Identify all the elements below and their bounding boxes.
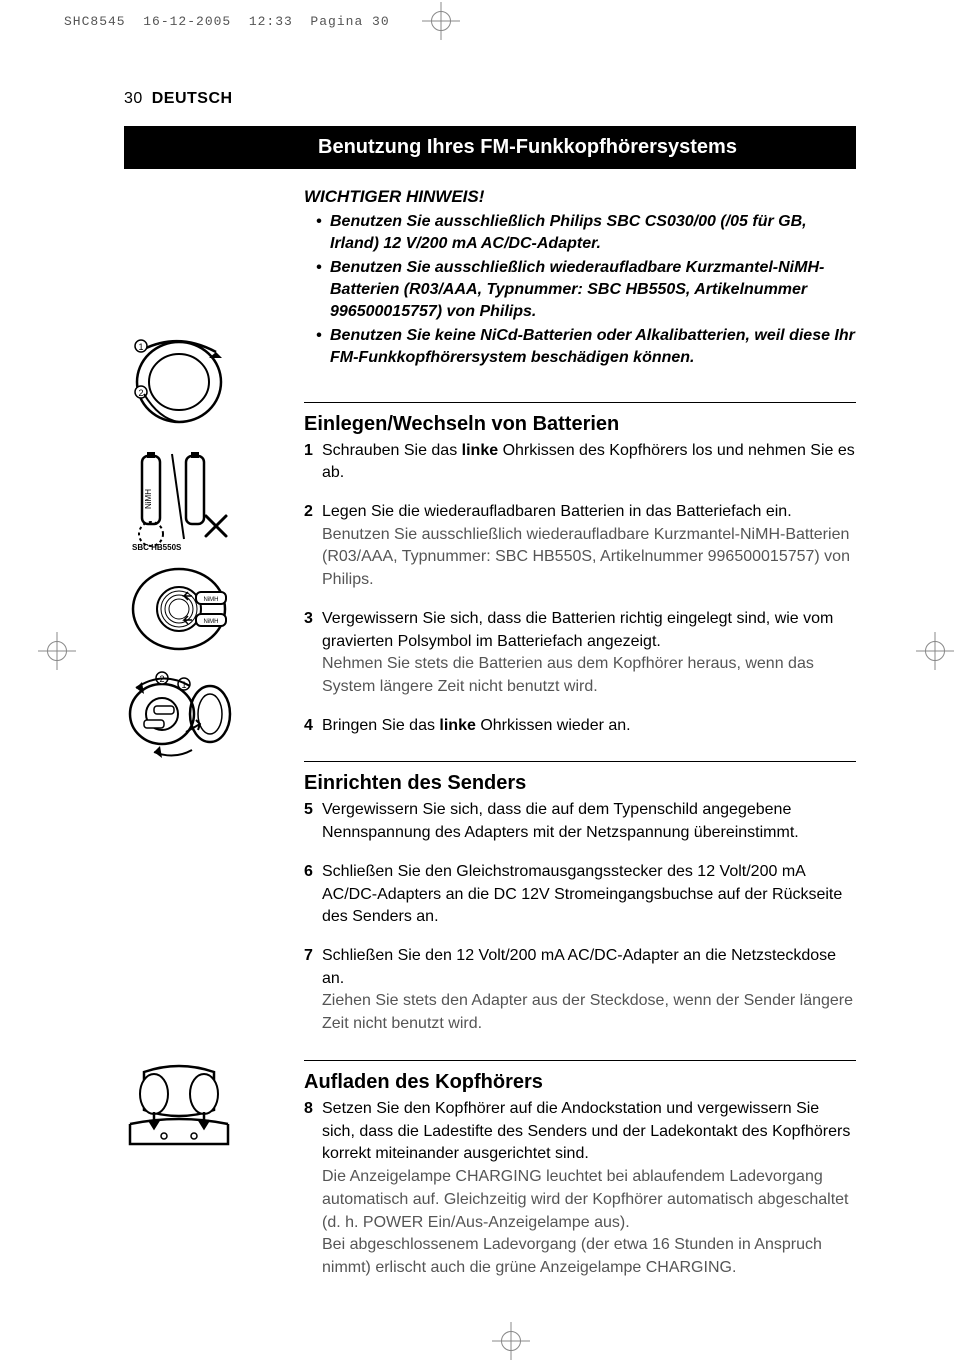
notice-item: Benutzen Sie ausschließlich wiederauflad… xyxy=(316,257,856,323)
battery-compartment-illustration: NiMH NiMH xyxy=(124,564,304,654)
svg-text:NiMH: NiMH xyxy=(204,619,219,625)
divider xyxy=(304,761,856,762)
step-item: 6 Schließen Sie den Gleichstromausgangss… xyxy=(304,861,856,929)
content-columns: 1 2 NiMH xyxy=(56,126,898,1304)
crop-marks-bar: SHC8545 16-12-2005 12:33 Pagina 30 xyxy=(0,0,954,34)
section-heading: Einrichten des Senders xyxy=(304,772,856,795)
step-number: 4 xyxy=(304,715,313,738)
step-number: 3 xyxy=(304,608,313,631)
banner-title: Benutzung Ihres FM-Funkkopfhörersystems xyxy=(318,136,737,158)
step-text: Vergewissern Sie sich, dass die auf dem … xyxy=(322,801,799,841)
battery-nimh-label: NiMH xyxy=(144,489,153,509)
section-heading: Aufladen des Kopfhörers xyxy=(304,1071,856,1094)
step-note: Nehmen Sie stets die Batterien aus dem K… xyxy=(322,655,814,695)
step-note: Ziehen Sie stets den Adapter aus der Ste… xyxy=(322,992,853,1032)
earcup-unscrew-illustration: 1 2 xyxy=(124,324,304,434)
step-text: Bringen Sie das linke Ohrkissen wieder a… xyxy=(322,717,631,734)
divider xyxy=(304,402,856,403)
earcup-reattach-illustration: 2 1 xyxy=(124,664,304,764)
step-list: 8 Setzen Sie den Kopfhörer auf die Andoc… xyxy=(304,1098,856,1280)
illustration-sidebar: 1 2 NiMH xyxy=(56,126,304,1174)
headphone-docking-illustration xyxy=(124,1064,304,1164)
step-list: 1 Schrauben Sie das linke Ohrkissen des … xyxy=(304,440,856,738)
svg-text:1: 1 xyxy=(138,342,143,352)
crop-marks-row: SHC8545 16-12-2005 12:33 Pagina 30 xyxy=(64,8,954,34)
main-content: Benutzung Ihres FM-Funkkopfhörersystems … xyxy=(304,126,898,1304)
step-item: 1 Schrauben Sie das linke Ohrkissen des … xyxy=(304,440,856,485)
language-label: DEUTSCH xyxy=(152,90,233,107)
page-number: 30 xyxy=(124,90,143,107)
step-number: 6 xyxy=(304,861,313,884)
sidebar-spacer xyxy=(124,774,304,1064)
step-number: 2 xyxy=(304,501,313,524)
registration-mark-icon xyxy=(428,8,454,34)
section-banner: Benutzung Ihres FM-Funkkopfhörersystems xyxy=(124,126,856,169)
step-note: Benutzen Sie ausschließlich wiederauflad… xyxy=(322,526,850,588)
step-number: 7 xyxy=(304,945,313,968)
step-text: Legen Sie die wiederaufladbaren Batterie… xyxy=(322,503,792,520)
step-item: 3 Vergewissern Sie sich, dass die Batter… xyxy=(304,608,856,699)
step-item: 5 Vergewissern Sie sich, dass die auf de… xyxy=(304,799,856,844)
step-note: Die Anzeigelampe CHARGING leuchtet bei a… xyxy=(322,1168,849,1276)
printable-sheet: 30 DEUTSCH 1 2 xyxy=(56,58,898,1304)
divider xyxy=(304,1060,856,1061)
step-text: Schrauben Sie das linke Ohrkissen des Ko… xyxy=(322,442,855,482)
battery-type-illustration: NiMH SBC HB550S xyxy=(124,444,304,554)
registration-mark-icon xyxy=(922,638,948,664)
page-header: 30 DEUTSCH xyxy=(56,58,898,126)
step-number: 5 xyxy=(304,799,313,822)
notice-item: Benutzen Sie keine NiCd-Batterien oder A… xyxy=(316,325,856,369)
notice-list: Benutzen Sie ausschließlich Philips SBC … xyxy=(304,211,856,370)
step-item: 4 Bringen Sie das linke Ohrkissen wieder… xyxy=(304,715,856,738)
section-heading: Einlegen/Wechseln von Batterien xyxy=(304,413,856,436)
step-text: Setzen Sie den Kopfhörer auf die Andocks… xyxy=(322,1100,850,1162)
svg-text:2: 2 xyxy=(138,388,143,398)
notice-item: Benutzen Sie ausschließlich Philips SBC … xyxy=(316,211,856,255)
notice-title: WICHTIGER HINWEIS! xyxy=(304,187,856,207)
step-text: Schließen Sie den 12 Volt/200 mA AC/DC-A… xyxy=(322,947,836,987)
crop-mark-text: SHC8545 16-12-2005 12:33 Pagina 30 xyxy=(64,14,390,29)
manual-page: SHC8545 16-12-2005 12:33 Pagina 30 30 DE… xyxy=(0,0,954,1364)
step-list: 5 Vergewissern Sie sich, dass die auf de… xyxy=(304,799,856,1035)
battery-model-label: SBC HB550S xyxy=(132,543,182,552)
step-item: 8 Setzen Sie den Kopfhörer auf die Andoc… xyxy=(304,1098,856,1280)
svg-text:NiMH: NiMH xyxy=(204,597,219,603)
step-text: Vergewissern Sie sich, dass die Batterie… xyxy=(322,610,833,650)
registration-mark-icon xyxy=(498,1328,524,1354)
step-item: 7 Schließen Sie den 12 Volt/200 mA AC/DC… xyxy=(304,945,856,1036)
step-number: 8 xyxy=(304,1098,313,1121)
step-item: 2 Legen Sie die wiederaufladbaren Batter… xyxy=(304,501,856,592)
step-number: 1 xyxy=(304,440,313,463)
step-text: Schließen Sie den Gleichstromausgangsste… xyxy=(322,863,842,925)
